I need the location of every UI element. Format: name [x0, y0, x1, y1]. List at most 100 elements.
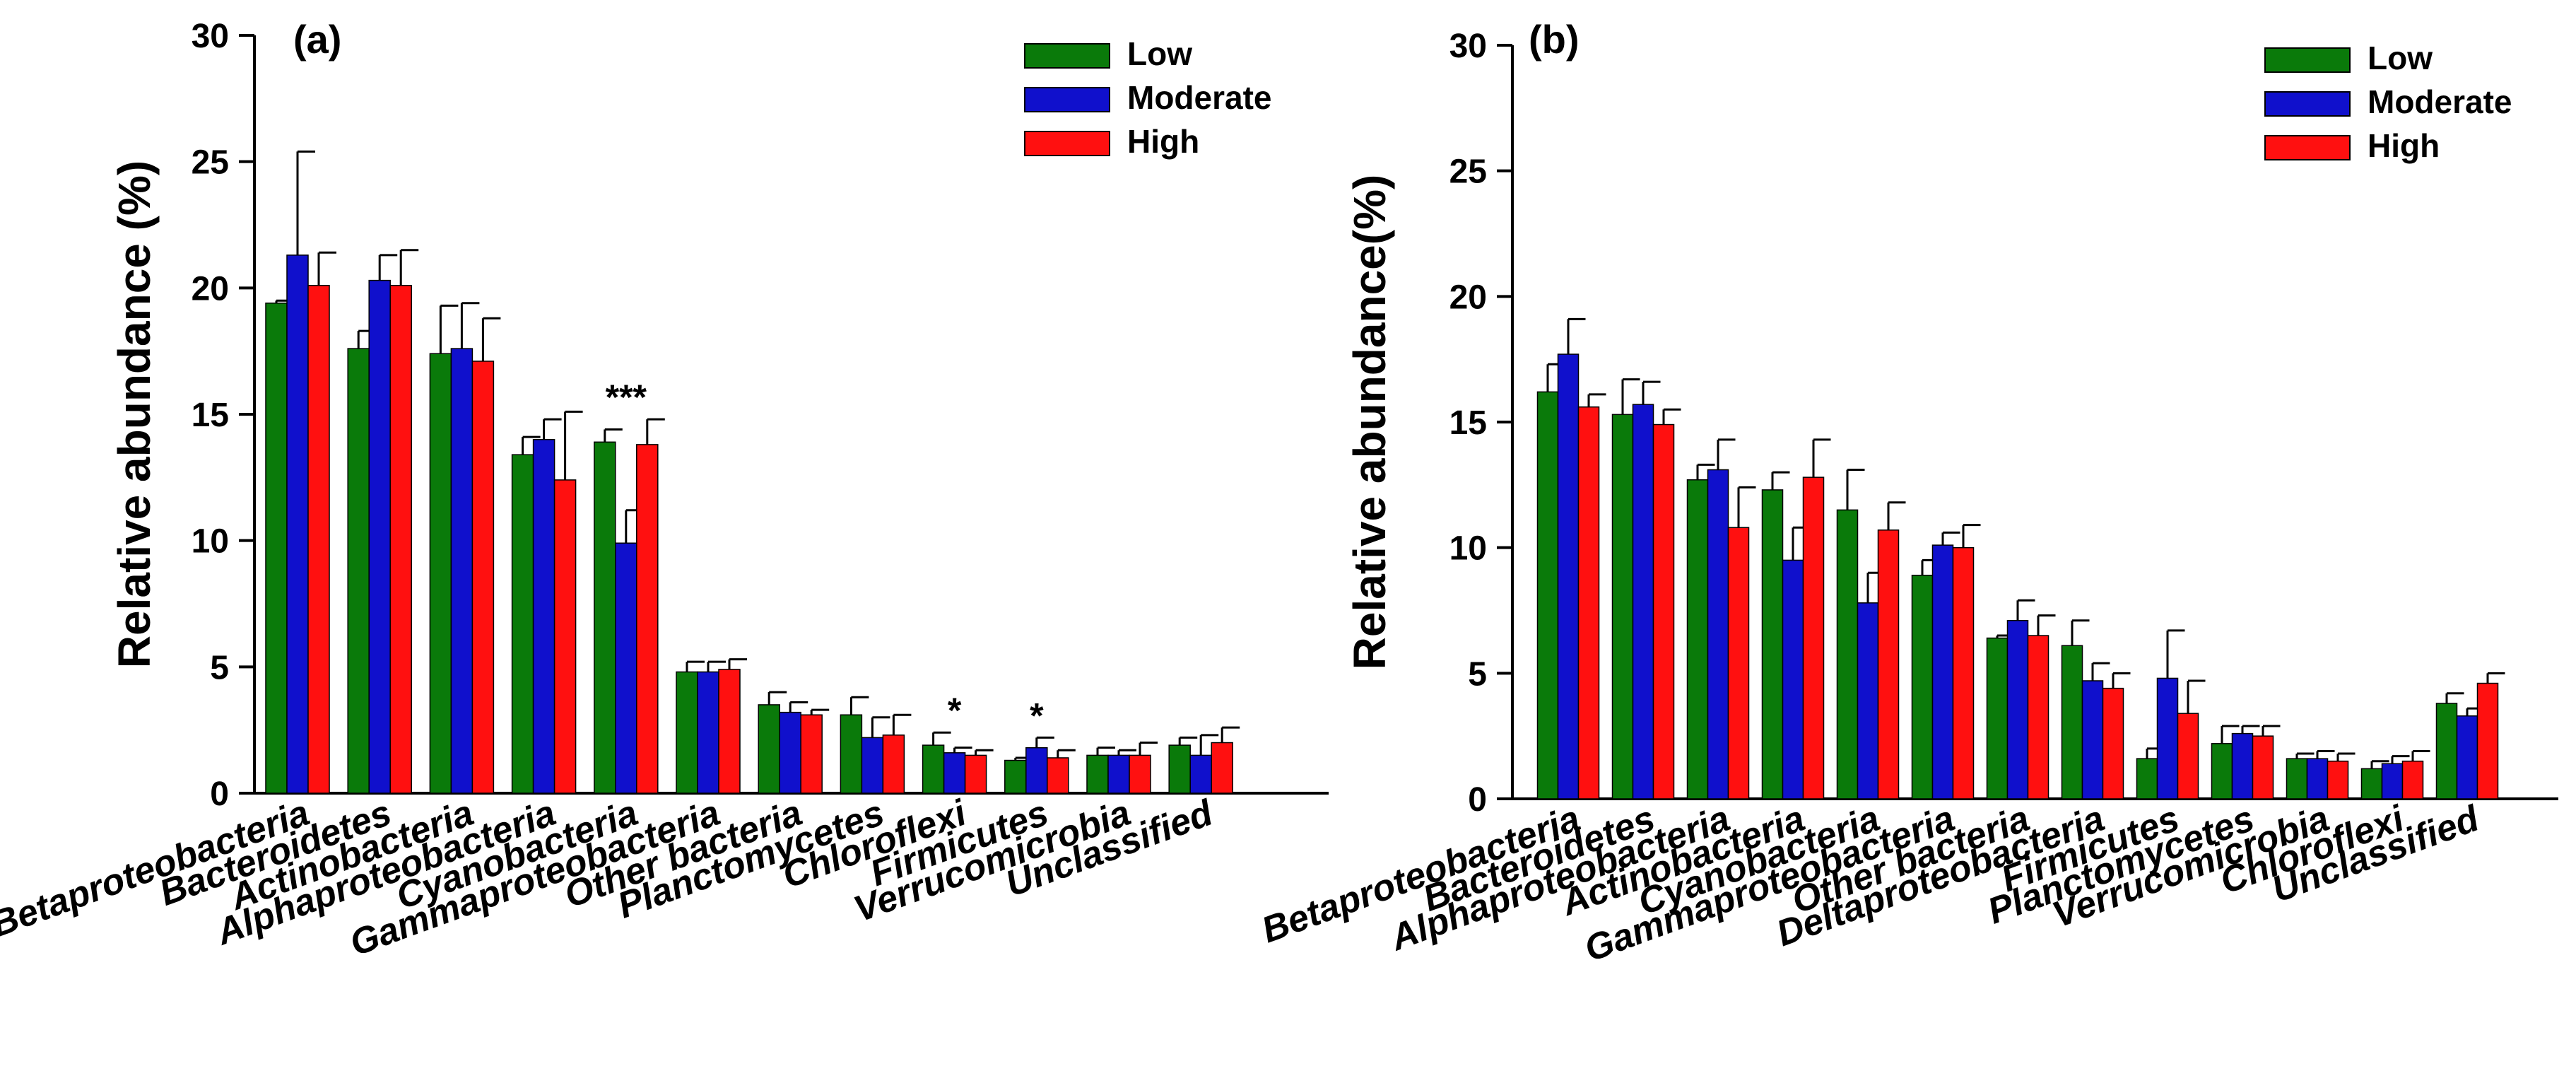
legend-swatch-moderate [2264, 91, 2351, 117]
bar-moderate [532, 438, 555, 794]
bar-moderate [1931, 544, 1954, 800]
bar-low [2211, 743, 2233, 800]
bar-low [1536, 391, 1559, 800]
y-tick-label: 0 [1468, 781, 1487, 819]
legend-swatch-low [2264, 47, 2351, 73]
y-tick-label: 25 [1449, 153, 1487, 191]
bar-high [553, 479, 577, 794]
y-tick-label: 25 [192, 144, 229, 182]
bar-low [1686, 479, 1709, 800]
bar-moderate [1107, 754, 1130, 794]
bar-moderate [779, 711, 801, 794]
bar-high [882, 735, 905, 794]
bar-high [800, 714, 823, 794]
y-axis-label: Relative abundance(%) [1344, 175, 1395, 670]
y-tick-label: 30 [1449, 28, 1487, 65]
y-tick-label: 15 [192, 397, 229, 434]
bar-high [471, 361, 495, 794]
legend: Low Moderate High [2264, 40, 2512, 164]
panel-label: (b) [1529, 17, 1580, 62]
y-axis-label: Relative abundance (%) [109, 160, 160, 668]
bar-low [347, 348, 370, 794]
bar-moderate [861, 737, 884, 794]
bar-high [2401, 760, 2424, 800]
legend-label-moderate: Moderate [2368, 83, 2512, 120]
bar-high [2476, 682, 2499, 800]
bar-low [2286, 758, 2308, 800]
bar-moderate [368, 279, 391, 794]
bar-high [1877, 529, 1900, 800]
bar-moderate [1857, 602, 1879, 800]
bar-low [1004, 759, 1027, 794]
bar-low [2061, 645, 2083, 800]
bar-moderate [286, 254, 309, 794]
bar-high [636, 444, 659, 794]
bar-high [389, 285, 412, 794]
y-tick-label: 30 [192, 18, 229, 55]
y-tick-label: 15 [1449, 404, 1487, 442]
bar-moderate [1557, 353, 1580, 800]
bar-low [429, 353, 452, 794]
bar-low [1611, 414, 1634, 800]
bar-moderate [1189, 754, 1212, 794]
bar-moderate [697, 671, 719, 794]
y-tick-label: 5 [1468, 655, 1487, 693]
bar-low [676, 671, 698, 794]
bar-high [964, 754, 987, 794]
bar-high [307, 285, 330, 794]
bar-high [2102, 687, 2124, 800]
bar-moderate [2156, 677, 2179, 800]
bar-low [758, 704, 780, 794]
legend-label-low: Low [2368, 40, 2433, 76]
bar-moderate [1707, 469, 1729, 800]
bar-high [2027, 635, 2049, 800]
bar-moderate [2306, 758, 2329, 800]
bar-moderate [1632, 404, 1654, 800]
bar-high [1952, 546, 1975, 800]
bar-moderate [450, 348, 474, 794]
bar-moderate [943, 752, 966, 794]
bar-low [2136, 758, 2158, 800]
y-tick-label: 10 [1449, 530, 1487, 568]
bar-high [2327, 760, 2349, 800]
y-tick-label: 0 [210, 776, 229, 813]
legend-label-high: High [1127, 123, 1199, 160]
significance-marker: * [1030, 696, 1044, 735]
significance-marker: *** [606, 378, 647, 417]
bar-moderate [2231, 732, 2254, 800]
bar-low [1086, 754, 1109, 794]
bar-low [1168, 744, 1191, 794]
bar-moderate [2456, 715, 2478, 800]
legend-swatch-low [1024, 43, 1110, 69]
bar-high [1211, 742, 1233, 794]
bar-high [1802, 476, 1825, 800]
bar-low [1836, 509, 1859, 800]
bar-high [1129, 754, 1151, 794]
legend-label-moderate: Moderate [1127, 79, 1271, 116]
bar-high [1652, 423, 1675, 800]
bar-low [265, 303, 288, 794]
significance-marker: * [948, 691, 962, 730]
bar-high [1047, 757, 1069, 794]
bar-high [1727, 527, 1750, 800]
y-tick-label: 10 [192, 523, 229, 561]
y-tick-label: 20 [1449, 279, 1487, 316]
legend-swatch-moderate [1024, 87, 1110, 112]
y-tick-label: 5 [210, 649, 229, 686]
bar-high [718, 669, 741, 794]
legend: Low Moderate High [1024, 35, 1271, 160]
bar-high [1577, 406, 1600, 800]
legend-label-low: Low [1127, 35, 1192, 72]
legend-label-high: High [2368, 127, 2440, 164]
bar-moderate [1782, 559, 1804, 800]
bar-low [511, 454, 534, 794]
bar-low [594, 441, 616, 794]
bar-low [1986, 637, 2009, 800]
bar-low [840, 714, 863, 794]
bar-moderate [2381, 763, 2404, 800]
bar-moderate [1025, 747, 1048, 794]
